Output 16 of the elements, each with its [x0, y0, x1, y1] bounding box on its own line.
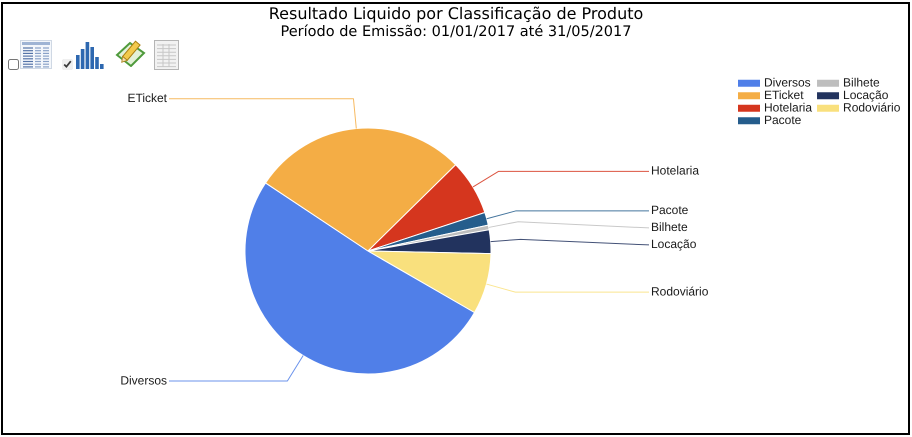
legend-label: Pacote: [764, 113, 802, 128]
slice-label: Locação: [651, 237, 697, 252]
legend-label: ETicket: [764, 88, 804, 102]
legend-label: Bilhete: [843, 76, 880, 90]
legend-label: Hotelaria: [764, 100, 812, 115]
legend-label: Diversos: [764, 76, 811, 90]
chart-title: Resultado Liquido por Classificação de Produto: [268, 4, 644, 24]
slice-label: Hotelaria: [651, 164, 700, 178]
chart-subtitle: Período de Emissão: 01/01/2017 até 31/05/2017: [280, 24, 632, 40]
legend-label: Locação: [843, 88, 889, 102]
slice-label: Rodoviário: [651, 284, 709, 298]
slice-label: Diversos: [120, 373, 167, 388]
slice-label: ETicket: [127, 91, 168, 106]
slice-label: Pacote: [651, 203, 689, 218]
legend-label: Rodoviário: [843, 100, 901, 115]
slice-label: Bilhete: [651, 220, 688, 234]
